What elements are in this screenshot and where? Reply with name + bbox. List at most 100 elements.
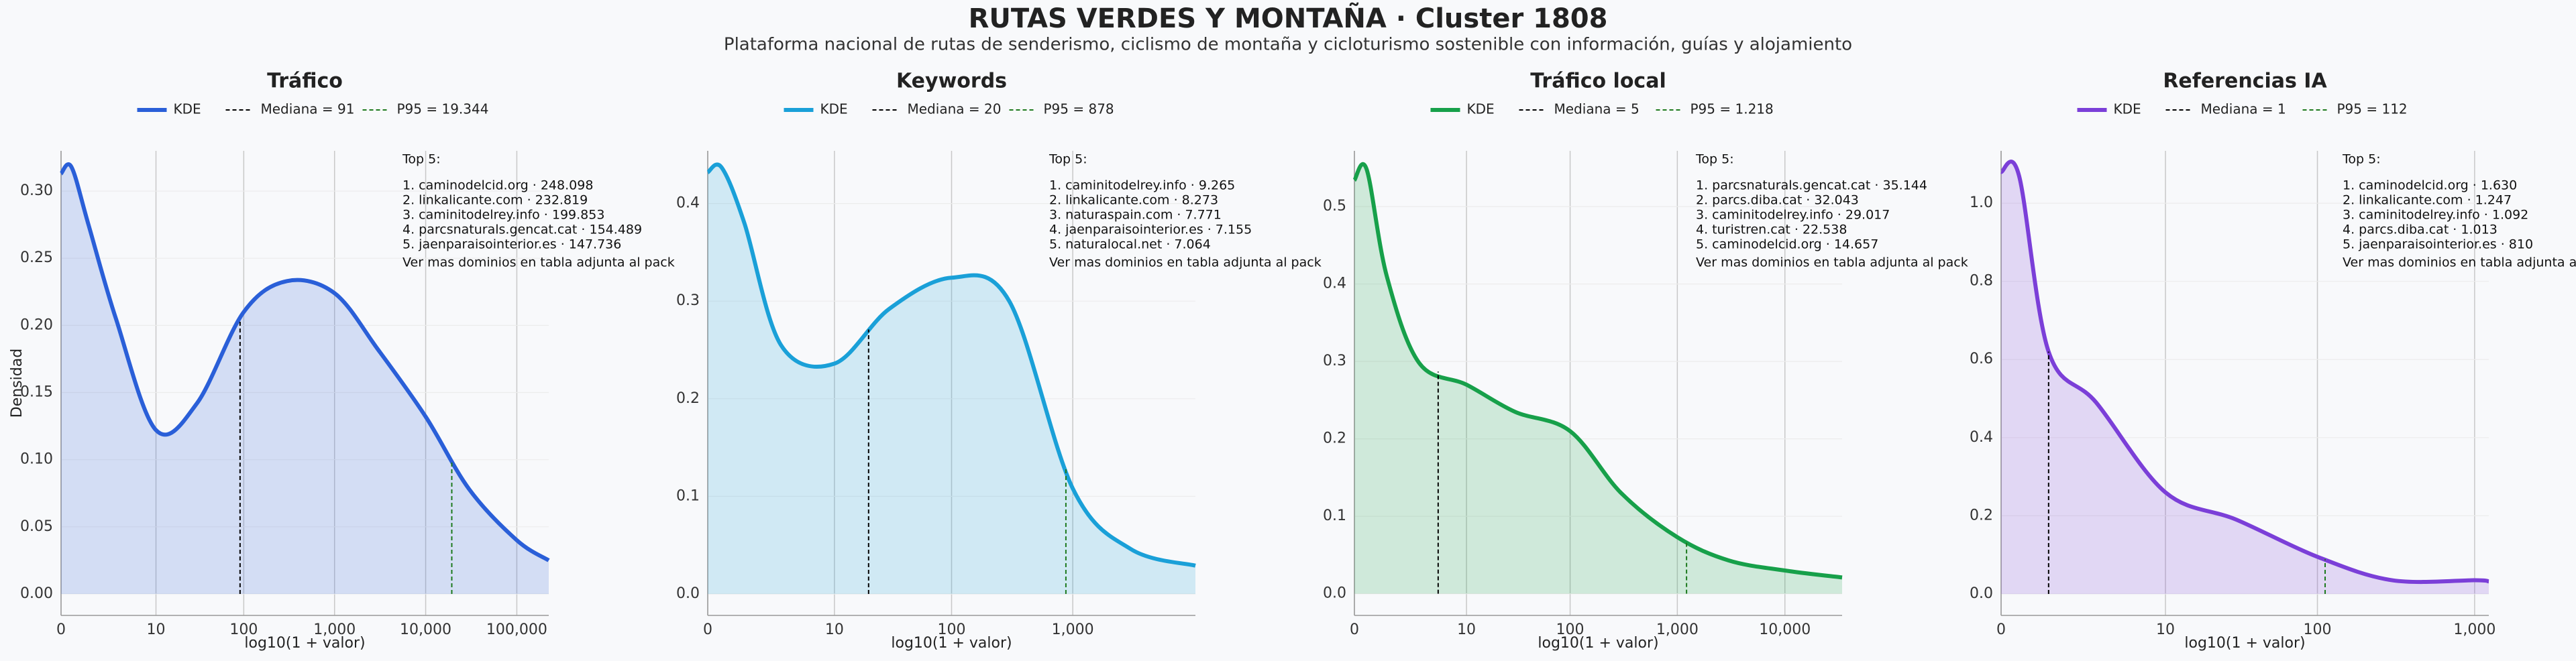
x-tick-label: 1,000 <box>1052 621 1094 638</box>
annotation-line: 2. linkalicante.com · 232.819 <box>402 193 588 208</box>
annotation-line: Top 5: <box>402 152 441 167</box>
y-tick-label: 0.4 <box>1970 429 1993 446</box>
x-axis-label: log10(1 + valor) <box>891 635 1012 652</box>
y-tick-label: 0.5 <box>1323 198 1346 215</box>
legend-label: KDE <box>1467 101 1495 117</box>
page-title: RUTAS VERDES Y MONTAÑA · Cluster 1808 <box>969 2 1608 34</box>
y-tick-label: 0.2 <box>676 390 700 407</box>
y-tick-label: 0.2 <box>1323 430 1346 447</box>
x-tick-label: 100 <box>229 621 258 638</box>
y-tick-label: 0.2 <box>1970 507 1993 524</box>
kde-area <box>2001 162 2489 594</box>
annotation-line: 3. caminitodelrey.info · 29.017 <box>1696 208 1890 223</box>
annotation-line: Top 5: <box>1695 152 1734 167</box>
x-tick-label: 10,000 <box>1759 621 1811 638</box>
y-tick-label: 0.00 <box>20 585 53 602</box>
annotation-line: Ver mas dominios en tabla adjunta al pac… <box>2343 255 2576 270</box>
y-tick-label: 0.4 <box>1323 276 1346 292</box>
annotation-line: 5. caminodelcid.org · 14.657 <box>1696 237 1878 252</box>
panel-title: Keywords <box>896 70 1007 93</box>
kde-line <box>1352 162 1843 580</box>
legend-label: P95 = 19.344 <box>397 101 489 117</box>
x-tick-label: 1,000 <box>2453 621 2496 638</box>
annotation-line: 4. parcsnaturals.gencat.cat · 154.489 <box>402 223 642 237</box>
y-tick-label: 0.0 <box>1970 585 1993 602</box>
legend-label: P95 = 112 <box>2337 101 2408 117</box>
y-tick-label: 0.30 <box>20 182 53 199</box>
panel-title: Tráfico <box>267 70 343 93</box>
y-tick-label: 0.8 <box>1970 273 1993 290</box>
x-tick-label: 0 <box>1996 621 2006 638</box>
x-tick-label: 100 <box>1556 621 1585 638</box>
y-tick-label: 0.6 <box>1970 351 1993 367</box>
x-tick-label: 0 <box>703 621 712 638</box>
annotation-line: 3. naturaspain.com · 7.771 <box>1049 208 1222 223</box>
annotation-line: 3. caminitodelrey.info · 199.853 <box>402 208 604 223</box>
y-axis-label: Densidad <box>9 349 25 418</box>
x-axis-label: log10(1 + valor) <box>244 635 365 652</box>
y-tick-label: 0.15 <box>20 384 53 401</box>
x-tick-label: 10 <box>1457 621 1476 638</box>
annotation-line: 1. caminodelcid.org · 248.098 <box>402 178 593 193</box>
x-tick-label: 10,000 <box>400 621 451 638</box>
kde-area <box>708 164 1195 594</box>
x-tick-label: 100 <box>938 621 966 638</box>
annotation-line: 3. caminitodelrey.info · 1.092 <box>2343 208 2528 223</box>
y-tick-label: 0.3 <box>676 292 700 309</box>
y-tick-label: 0.0 <box>1323 585 1346 602</box>
kde-area <box>1354 164 1842 594</box>
legend-label: Mediana = 20 <box>908 101 1002 117</box>
annotation-line: 4. turistren.cat · 22.538 <box>1696 223 1847 237</box>
y-tick-label: 0.1 <box>1323 507 1346 524</box>
legend-label: KDE <box>2114 101 2141 117</box>
x-tick-label: 10 <box>2156 621 2175 638</box>
y-tick-label: 0.20 <box>20 316 53 333</box>
legend-label: P95 = 878 <box>1044 101 1114 117</box>
kde-line <box>706 162 1196 568</box>
annotation-line: 2. linkalicante.com · 8.273 <box>1049 193 1218 208</box>
annotation-line: 4. jaenparaisointerior.es · 7.155 <box>1049 223 1252 237</box>
x-tick-label: 0 <box>1350 621 1359 638</box>
annotation-line: Ver mas dominios en tabla adjunta al pac… <box>402 255 675 270</box>
x-axis-label: log10(1 + valor) <box>1538 635 1658 652</box>
legend-label: Mediana = 91 <box>261 101 355 117</box>
y-tick-label: 0.4 <box>676 195 700 212</box>
y-tick-label: 1.0 <box>1970 194 1993 211</box>
legend-label: Mediana = 1 <box>2201 101 2286 117</box>
legend-label: KDE <box>820 101 848 117</box>
annotation-line: 4. parcs.diba.cat · 1.013 <box>2343 223 2498 237</box>
kde-area <box>61 164 549 594</box>
annotation-line: 2. linkalicante.com · 1.247 <box>2343 193 2512 208</box>
y-tick-label: 0.10 <box>20 451 53 468</box>
annotation-line: Top 5: <box>2342 152 2381 167</box>
annotation-line: 1. parcsnaturals.gencat.cat · 35.144 <box>1696 178 1927 193</box>
x-tick-label: 10 <box>825 621 844 638</box>
x-tick-label: 100 <box>2304 621 2332 638</box>
y-tick-label: 0.25 <box>20 249 53 266</box>
legend-label: KDE <box>174 101 201 117</box>
annotation-line: 1. caminitodelrey.info · 9.265 <box>1049 178 1235 193</box>
annotation-line: 5. naturalocal.net · 7.064 <box>1049 237 1211 252</box>
legend-label: P95 = 1.218 <box>1690 101 1774 117</box>
annotation-line: Ver mas dominios en tabla adjunta al pac… <box>1049 255 1322 270</box>
x-tick-label: 100,000 <box>486 621 547 638</box>
x-tick-label: 10 <box>147 621 166 638</box>
kde-line <box>59 162 550 562</box>
x-axis-label: log10(1 + valor) <box>2184 635 2305 652</box>
annotation-line: 5. jaenparaisointerior.es · 810 <box>2343 237 2533 252</box>
annotation-line: 1. caminodelcid.org · 1.630 <box>2343 178 2517 193</box>
kde-line <box>1999 160 2489 585</box>
legend-label: Mediana = 5 <box>1554 101 1640 117</box>
annotation-line: Top 5: <box>1049 152 1087 167</box>
x-tick-label: 1,000 <box>313 621 356 638</box>
annotation-line: Ver mas dominios en tabla adjunta al pac… <box>1696 255 1968 270</box>
panel-title: Tráfico local <box>1530 70 1666 93</box>
y-tick-label: 0.0 <box>676 585 700 602</box>
y-tick-label: 0.3 <box>1323 353 1346 369</box>
annotation-line: 5. jaenparaisointerior.es · 147.736 <box>402 237 621 252</box>
x-tick-label: 0 <box>56 621 66 638</box>
y-tick-label: 0.05 <box>20 518 53 535</box>
panel-title: Referencias IA <box>2163 70 2327 93</box>
page-subtitle: Plataforma nacional de rutas de senderis… <box>724 35 1852 55</box>
